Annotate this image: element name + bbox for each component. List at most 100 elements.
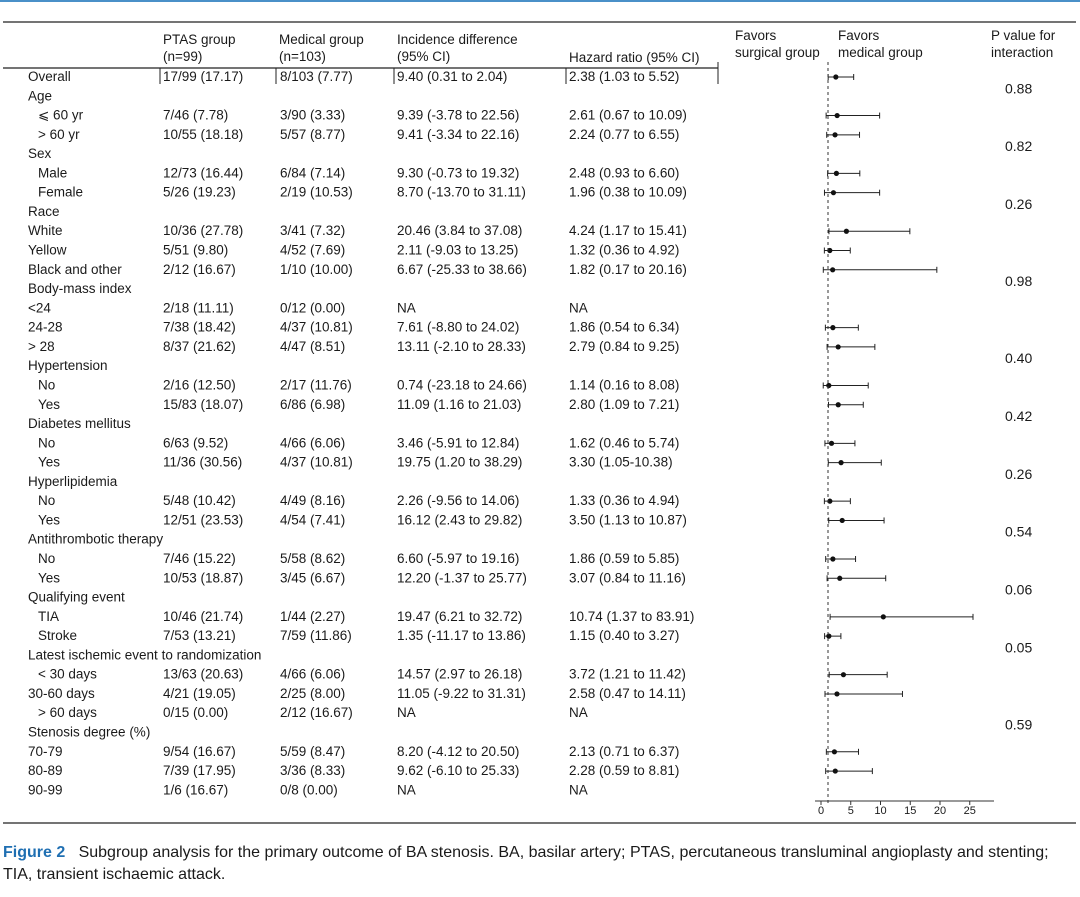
hazard-ratio-point xyxy=(830,190,837,196)
column-separators xyxy=(159,62,719,84)
hazard-ratio: 1.33 (0.36 to 4.94) xyxy=(569,493,679,508)
hazard-ratio-point xyxy=(840,672,847,678)
hazard-ratio: 2.79 (0.84 to 9.25) xyxy=(569,339,679,354)
subgroup-header-row: Qualifying event 0.06 xyxy=(28,582,1032,605)
interaction-pvalue: 0.88 xyxy=(1005,80,1032,96)
row-label: No xyxy=(38,493,55,508)
x-tick-label: 20 xyxy=(934,805,946,817)
medical-value: 5/57 (8.77) xyxy=(280,127,345,142)
subgroup-header-row: Age 0.88 xyxy=(28,80,1032,103)
figure-caption: Figure 2 Subgroup analysis for the prima… xyxy=(3,842,1073,886)
row-label: Stroke xyxy=(38,628,77,643)
medical-value: 4/66 (6.06) xyxy=(280,435,345,450)
hazard-ratio: NA xyxy=(569,782,588,797)
medical-value: 0/8 (0.00) xyxy=(280,782,338,797)
ptas-value: 15/83 (18.07) xyxy=(163,397,243,412)
table-row: Black and other 2/12 (16.67) 1/10 (10.00) 6… xyxy=(28,262,687,277)
interaction-pvalue: 0.82 xyxy=(1005,138,1032,154)
hazard-ratio: 4.24 (1.17 to 15.41) xyxy=(569,223,687,238)
hazard-ratio: 3.30 (1.05-10.38) xyxy=(569,455,673,470)
medical-value: 0/12 (0.00) xyxy=(280,300,345,315)
medical-value: 1/44 (2.27) xyxy=(280,609,345,624)
medical-value: 1/10 (10.00) xyxy=(280,262,353,277)
hazard-ratio-point xyxy=(835,402,841,408)
table-row: No 2/16 (12.50) 2/17 (11.76) 0.74 (-23.18 t… xyxy=(38,377,679,392)
row-label: > 60 yr xyxy=(38,127,80,142)
incidence-difference: 14.57 (2.97 to 26.18) xyxy=(397,667,522,682)
row-label: Qualifying event xyxy=(28,590,125,605)
incidence-difference: 1.35 (-11.17 to 13.86) xyxy=(397,628,526,643)
incidence-difference: 12.20 (-1.37 to 25.77) xyxy=(397,570,527,585)
header-ptas-line2: (n=99) xyxy=(163,49,202,64)
incidence-difference: 7.61 (-8.80 to 24.02) xyxy=(397,320,519,335)
x-tick-label: 10 xyxy=(874,805,886,817)
interaction-pvalue: 0.59 xyxy=(1005,717,1032,733)
medical-value: 4/52 (7.69) xyxy=(280,243,345,258)
medical-value: 2/19 (10.53) xyxy=(280,185,353,200)
hazard-ratio: 2.24 (0.77 to 6.55) xyxy=(569,127,679,142)
hazard-ratio: 2.48 (0.93 to 6.60) xyxy=(569,165,679,180)
hazard-ratio: 1.96 (0.38 to 10.09) xyxy=(569,185,687,200)
table-row: White 10/36 (27.78) 3/41 (7.32) 20.46 (3.84… xyxy=(28,223,687,238)
incidence-difference: 16.12 (2.43 to 29.82) xyxy=(397,512,522,527)
table-row: <24 2/18 (11.11) 0/12 (0.00) NA NA xyxy=(28,300,588,315)
row-label: Yes xyxy=(38,512,60,527)
row-label: Race xyxy=(28,204,60,219)
row-label: < 30 days xyxy=(38,667,97,682)
medical-value: 3/90 (3.33) xyxy=(280,108,345,123)
header-medical-line2: (n=103) xyxy=(279,49,326,64)
table-row: Yellow 5/51 (9.80) 4/52 (7.69) 2.11 (-9.03 … xyxy=(28,243,679,258)
hazard-ratio-point xyxy=(837,575,843,581)
table-row: Yes 11/36 (30.56) 4/37 (10.81) 19.75 (1.20 … xyxy=(38,455,673,470)
table-row: ⩽ 60 yr 7/46 (7.78) 3/90 (3.33) 9.39 (-3.78… xyxy=(38,108,687,123)
subgroup-header-row: Body-mass index 0.98 xyxy=(28,273,1032,296)
header-favors-surgical-line2: surgical group xyxy=(735,45,820,60)
incidence-difference: 9.41 (-3.34 to 22.16) xyxy=(397,127,519,142)
hazard-ratio-point xyxy=(826,382,832,389)
hazard-ratio-point xyxy=(834,691,840,697)
medical-value: 6/86 (6.98) xyxy=(280,397,345,412)
hazard-ratio: 10.74 (1.37 to 83.91) xyxy=(569,609,694,624)
interaction-pvalue: 0.42 xyxy=(1005,408,1032,424)
table-row: Yes 15/83 (18.07) 6/86 (6.98) 11.09 (1.16 t… xyxy=(38,397,679,412)
ptas-value: 7/38 (18.42) xyxy=(163,320,236,335)
table-header: PTAS group (n=99) Medical group (n=103) … xyxy=(163,28,1056,65)
hazard-ratio-point xyxy=(830,267,836,273)
hazard-ratio-point xyxy=(839,517,845,524)
row-label: TIA xyxy=(38,609,59,624)
ptas-value: 10/53 (18.87) xyxy=(163,570,243,585)
table-row: Male 12/73 (16.44) 6/84 (7.14) 9.30 (-0.73 … xyxy=(38,165,679,180)
incidence-difference: 3.46 (-5.91 to 12.84) xyxy=(397,435,519,450)
table-row: < 30 days 13/63 (20.63) 4/66 (6.06) 14.57 (… xyxy=(38,667,686,682)
hazard-ratio: NA xyxy=(569,705,588,720)
hazard-ratio-point xyxy=(826,633,832,639)
x-axis: 0 5 10 15 20 25 xyxy=(815,62,994,817)
ptas-value: 6/63 (9.52) xyxy=(163,435,228,450)
medical-value: 4/47 (8.51) xyxy=(280,339,345,354)
interaction-pvalue: 0.26 xyxy=(1005,466,1032,482)
ptas-value: 5/26 (19.23) xyxy=(163,185,236,200)
row-label: > 60 days xyxy=(38,705,97,720)
medical-value: 7/59 (11.86) xyxy=(280,628,352,643)
interaction-pvalue: 0.98 xyxy=(1005,273,1032,289)
ptas-value: 17/99 (17.17) xyxy=(163,69,243,84)
hazard-ratio-point xyxy=(843,228,850,234)
hazard-ratio-point xyxy=(834,112,840,119)
incidence-difference: 13.11 (-2.10 to 28.33) xyxy=(397,339,526,354)
medical-value: 8/103 (7.77) xyxy=(280,69,353,84)
row-label: No xyxy=(38,435,55,450)
row-label: 30-60 days xyxy=(28,686,95,701)
ptas-value: 5/48 (10.42) xyxy=(163,493,236,508)
hazard-ratio: 1.82 (0.17 to 20.16) xyxy=(569,262,687,277)
row-label: Latest ischemic event to randomization xyxy=(28,647,261,662)
incidence-difference: 2.26 (-9.56 to 14.06) xyxy=(397,493,519,508)
header-pvalue-line2: interaction xyxy=(991,45,1053,60)
incidence-difference: 8.20 (-4.12 to 20.50) xyxy=(397,744,519,759)
incidence-difference: NA xyxy=(397,705,416,720)
ptas-value: 13/63 (20.63) xyxy=(163,667,243,682)
row-label: Hypertension xyxy=(28,358,108,373)
x-tick-label: 5 xyxy=(848,805,854,817)
table-row: TIA 10/46 (21.74) 1/44 (2.27) 19.47 (6.21 t… xyxy=(38,609,694,624)
row-label: Yellow xyxy=(28,243,67,258)
hazard-ratio-point xyxy=(880,614,886,620)
